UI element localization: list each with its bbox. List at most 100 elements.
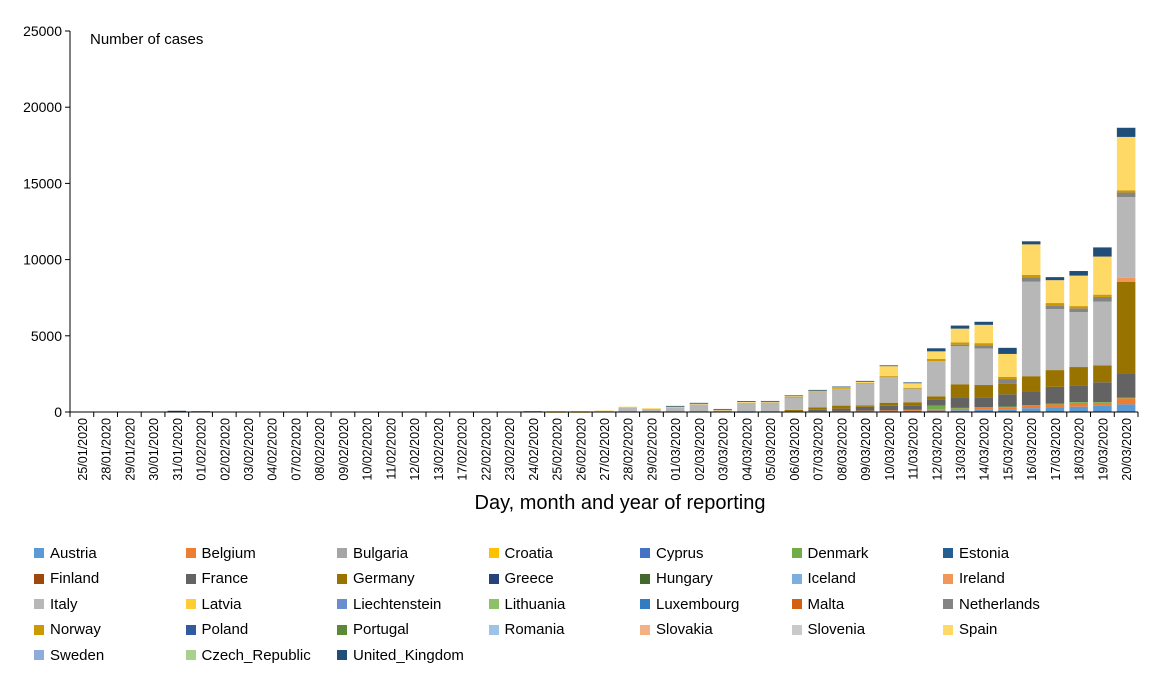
legend-item: Slovakia	[640, 620, 713, 640]
bar-segment-germany	[950, 384, 970, 398]
x-tick-label: 10/02/2020	[361, 418, 375, 481]
x-tick-label: 24/02/2020	[527, 418, 541, 481]
bar-segment-austria	[1069, 406, 1088, 412]
bar-segment-norway	[1069, 306, 1088, 309]
bar-segment-italy	[1069, 312, 1088, 368]
legend-swatch	[943, 599, 953, 609]
bar-segment-germany	[1045, 370, 1065, 387]
x-tick-label: 17/02/2020	[456, 418, 470, 481]
legend-swatch	[791, 573, 802, 584]
bar-segment-spain	[1116, 136, 1136, 191]
bar-segment-denmark	[1116, 397, 1136, 399]
legend-item: Poland	[185, 620, 249, 640]
bar-segment-austria	[1116, 404, 1136, 412]
bar-segment-denmark	[950, 407, 970, 409]
x-tick-label: 02/03/2020	[693, 418, 707, 481]
x-tick-label: 22/02/2020	[479, 418, 493, 481]
bar-segment-spain	[1021, 244, 1041, 275]
bar-segment-spain	[927, 351, 946, 359]
bar-segment-france	[832, 408, 851, 411]
legend-label: Netherlands	[959, 595, 1040, 613]
legend-swatch	[34, 599, 44, 609]
legend-swatch	[185, 650, 196, 660]
bar-segment-united-kingdom	[737, 401, 756, 402]
x-tick-label: 13/03/2020	[954, 418, 968, 481]
x-tick-label: 01/02/2020	[195, 418, 209, 481]
y-axis: 0 5000 10000 15000 20000 25000	[23, 23, 71, 420]
bar-segment-belgium	[832, 410, 851, 412]
bar-segment-spain	[713, 409, 732, 411]
bar-segment-spain	[737, 401, 756, 403]
bar-segment-denmark	[1045, 403, 1065, 405]
legend-item: Spain	[943, 620, 997, 640]
x-tick-label: 31/01/2020	[171, 418, 185, 481]
bar-segment-austria	[974, 409, 993, 412]
legend-label: Portugal	[353, 621, 409, 638]
bar-segment-austria	[1021, 408, 1041, 412]
x-tick-label: 03/03/2020	[717, 418, 731, 481]
legend-swatch	[337, 573, 347, 584]
x-axis-label: Day, month and year of reporting	[475, 492, 766, 514]
bar-segment-italy	[903, 388, 922, 403]
legend-label: Liechtenstein	[353, 595, 442, 613]
bar-segment-spain	[760, 401, 780, 403]
x-tick-label: 13/02/2020	[432, 418, 446, 481]
bar-segment-belgium	[1021, 405, 1041, 409]
x-tick-label: 19/03/2020	[1096, 418, 1110, 481]
bar-segment-spain	[974, 324, 993, 344]
bar-segment-germany	[1116, 281, 1136, 374]
y-tick-label: 25000	[23, 23, 62, 39]
bar-segment-italy	[665, 407, 685, 412]
legend-label: Germany	[353, 570, 415, 587]
bar-segment-united-kingdom	[665, 405, 685, 407]
bar-segment-france	[1116, 373, 1136, 398]
x-tick-label: 04/02/2020	[266, 418, 280, 481]
legend-swatch	[185, 548, 196, 558]
x-tick-label: 25/01/2020	[76, 418, 90, 481]
legend-label: Romania	[504, 621, 565, 638]
x-tick-label: 08/02/2020	[313, 418, 327, 481]
legend-swatch	[185, 599, 196, 609]
legend-label: Luxembourg	[656, 595, 740, 613]
bar-segment-spain	[594, 410, 614, 412]
x-tick-label: 02/02/2020	[218, 418, 232, 481]
x-tick-label: 10/03/2020	[883, 418, 897, 481]
x-tick-label: 16/03/2020	[1025, 418, 1039, 481]
bar-segment-united-kingdom	[903, 382, 922, 384]
bar-segment-united-kingdom	[167, 410, 187, 412]
legend-swatch	[943, 548, 953, 558]
bar-segment-belgium	[950, 408, 970, 411]
legend-item: Portugal	[337, 620, 409, 640]
legend-item: Italy	[34, 594, 78, 614]
x-tick-label: 11/03/2020	[907, 418, 921, 480]
bar-segment-germany	[784, 409, 804, 412]
x-tick-label: 15/03/2020	[1001, 418, 1015, 481]
bar-segment-germany	[998, 383, 1017, 395]
legend-swatch	[943, 573, 953, 584]
x-axis: 25/01/2020 28/01/2020 29/01/2020 30/01/2020…	[69, 411, 1139, 481]
bar-segment-spain	[642, 408, 661, 409]
legend-swatch	[337, 650, 347, 660]
bar-segment-italy	[879, 376, 899, 403]
bar-segment-italy	[713, 410, 732, 412]
bar-segment-belgium	[879, 410, 899, 412]
y-tick-label: 0	[54, 404, 62, 420]
legend-swatch	[488, 573, 499, 584]
bar-segment-norway	[855, 383, 875, 384]
bar-segment-netherlands	[1116, 192, 1136, 198]
bar-segment-united-kingdom	[974, 321, 993, 325]
bar-segment-spain	[618, 406, 637, 408]
x-tick-label: 08/03/2020	[835, 418, 849, 481]
bar-segment-netherlands	[1045, 305, 1065, 310]
bar-segment-germany	[855, 405, 875, 407]
legend-swatch	[640, 573, 650, 584]
legend-item: Greece	[488, 569, 554, 589]
legend-label: Poland	[201, 621, 249, 638]
bar-segment-united-kingdom	[689, 402, 709, 404]
bar-segment-united-kingdom	[998, 347, 1017, 354]
x-tick-label: 28/01/2020	[100, 418, 114, 481]
bar-segment-france	[1093, 382, 1112, 403]
bar-segment-france	[974, 397, 993, 408]
bar-segment-germany	[1021, 376, 1041, 392]
